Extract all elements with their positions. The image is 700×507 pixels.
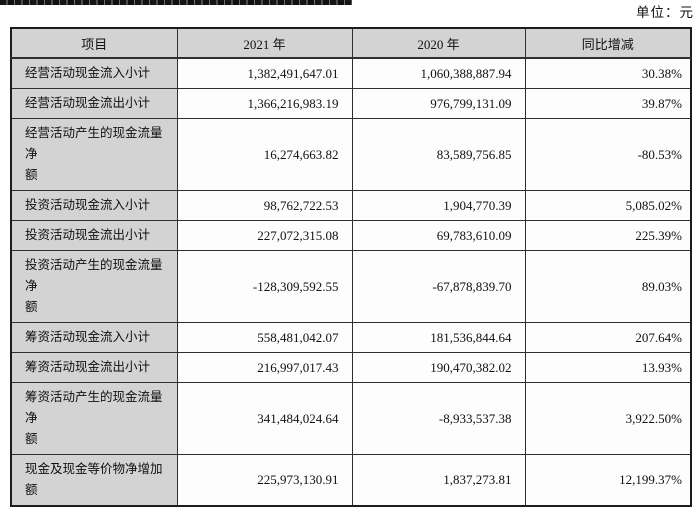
row-label-cell: 经营活动现金流入小计 [10,57,178,89]
value-2021-cell: 1,366,216,983.19 [176,88,353,119]
column-header-change: 同比增减 [524,27,692,59]
value-2021-cell: 558,481,042.07 [176,322,353,353]
table-row: 投资活动现金流入小计 98,762,722.53 1,904,770.39 5,… [10,190,692,221]
column-header-2020: 2020 年 [351,27,526,59]
value-2020-cell: -8,933,537.38 [351,382,526,455]
table-row: 筹资活动产生的现金流量净 额 341,484,024.64 -8,933,537… [10,382,692,455]
row-label-cell: 经营活动现金流出小计 [10,88,178,119]
row-label-cell: 筹资活动现金流入小计 [10,322,178,353]
value-2020-cell: -67,878,839.70 [351,250,526,323]
value-2020-cell: 181,536,844.64 [351,322,526,353]
value-2020-cell: 190,470,382.02 [351,352,526,383]
change-cell: 30.38% [524,57,692,89]
value-2020-cell: 1,904,770.39 [351,190,526,221]
cropped-text-fragment [0,0,352,5]
value-2021-cell: 341,484,024.64 [176,382,353,455]
value-2020-cell: 1,060,388,887.94 [351,57,526,89]
change-cell: 3,922.50% [524,382,692,455]
table-row: 投资活动现金流出小计 227,072,315.08 69,783,610.09 … [10,220,692,251]
table-body: 经营活动现金流入小计 1,382,491,647.01 1,060,388,88… [10,57,692,507]
value-2021-cell: -128,309,592.55 [176,250,353,323]
change-cell: 207.64% [524,322,692,353]
table-row: 经营活动产生的现金流量净 额 16,274,663.82 83,589,756.… [10,118,692,191]
change-cell: 89.03% [524,250,692,323]
value-2021-cell: 16,274,663.82 [176,118,353,191]
column-header-item: 项目 [10,27,178,59]
value-2020-cell: 1,837,273.81 [351,454,526,507]
cash-flow-table: 项目 2021 年 2020 年 同比增减 经营活动现金流入小计 1,382,4… [10,27,692,507]
column-header-2021: 2021 年 [176,27,353,59]
row-label-cell: 投资活动现金流出小计 [10,220,178,251]
table-row: 筹资活动现金流入小计 558,481,042.07 181,536,844.64… [10,322,692,353]
value-2021-cell: 216,997,017.43 [176,352,353,383]
row-label-cell: 投资活动产生的现金流量净 额 [10,250,178,323]
row-label-cell: 筹资活动现金流出小计 [10,352,178,383]
change-cell: 13.93% [524,352,692,383]
table-row: 筹资活动现金流出小计 216,997,017.43 190,470,382.02… [10,352,692,383]
row-label-cell: 现金及现金等价物净增加额 [10,454,178,507]
change-cell: 225.39% [524,220,692,251]
value-2020-cell: 976,799,131.09 [351,88,526,119]
change-cell: 5,085.02% [524,190,692,221]
value-2021-cell: 98,762,722.53 [176,190,353,221]
table-header-row: 项目 2021 年 2020 年 同比增减 [10,27,692,59]
table-row: 现金及现金等价物净增加额 225,973,130.91 1,837,273.81… [10,454,692,507]
row-label-cell: 经营活动产生的现金流量净 额 [10,118,178,191]
value-2020-cell: 69,783,610.09 [351,220,526,251]
change-cell: 39.87% [524,88,692,119]
unit-label: 单位：元 [636,5,694,20]
value-2021-cell: 225,973,130.91 [176,454,353,507]
table-row: 投资活动产生的现金流量净 额 -128,309,592.55 -67,878,8… [10,250,692,323]
row-label-cell: 筹资活动产生的现金流量净 额 [10,382,178,455]
table-row: 经营活动现金流出小计 1,366,216,983.19 976,799,131.… [10,88,692,119]
table-row: 经营活动现金流入小计 1,382,491,647.01 1,060,388,88… [10,57,692,89]
change-cell: 12,199.37% [524,454,692,507]
value-2021-cell: 1,382,491,647.01 [176,57,353,89]
row-label-cell: 投资活动现金流入小计 [10,190,178,221]
value-2021-cell: 227,072,315.08 [176,220,353,251]
value-2020-cell: 83,589,756.85 [351,118,526,191]
change-cell: -80.53% [524,118,692,191]
